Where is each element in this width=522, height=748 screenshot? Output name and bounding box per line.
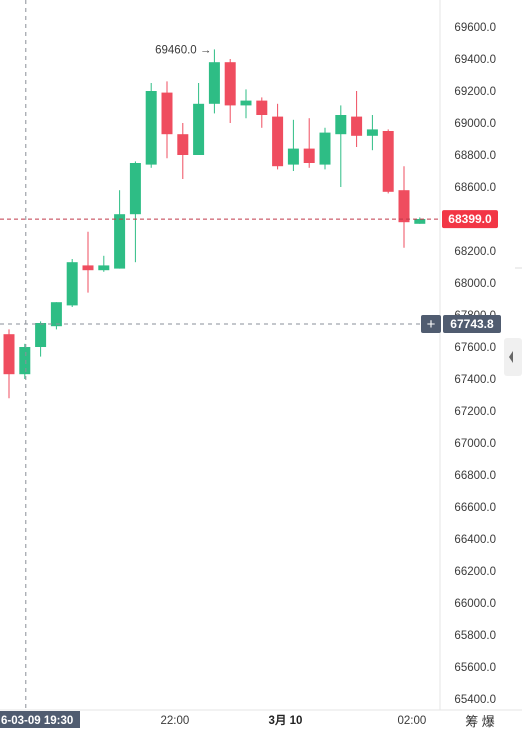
- candle-body[interactable]: [272, 116, 284, 167]
- candle-body[interactable]: [351, 116, 363, 136]
- y-tick-label: 67200.0: [454, 406, 496, 418]
- candle-body[interactable]: [382, 131, 394, 192]
- candle-body[interactable]: [224, 62, 236, 106]
- candle-body[interactable]: [414, 219, 426, 224]
- candle-body[interactable]: [208, 62, 220, 104]
- y-tick-label: 68600.0: [454, 182, 496, 194]
- x-tick-label: 22:00: [161, 715, 190, 727]
- crosshair-time-label: 6-03-09 19:30: [1, 715, 73, 727]
- candle-body[interactable]: [82, 265, 94, 271]
- candle-body[interactable]: [161, 92, 173, 135]
- candle-body[interactable]: [287, 148, 299, 165]
- y-tick-label: 68800.0: [454, 150, 496, 162]
- candle-body[interactable]: [177, 134, 189, 155]
- y-tick-label: 67600.0: [454, 342, 496, 354]
- y-tick-label: 67000.0: [454, 438, 496, 450]
- candles-layer: [3, 49, 426, 399]
- candle-body[interactable]: [193, 103, 205, 155]
- last-price-badge: [442, 210, 498, 229]
- candle-body[interactable]: [398, 190, 410, 223]
- candle-body[interactable]: [256, 100, 268, 115]
- chevron-left-icon: [509, 351, 513, 363]
- y-tick-label: 68000.0: [454, 278, 496, 290]
- candle-body[interactable]: [240, 100, 252, 106]
- candle-body[interactable]: [66, 262, 78, 306]
- grid-layer: [0, 0, 522, 711]
- candle-body[interactable]: [366, 129, 378, 136]
- candle-body[interactable]: [35, 323, 47, 347]
- y-tick-label: 66800.0: [454, 470, 496, 482]
- x-axis: 22:00 3月 10 02:00: [161, 714, 427, 727]
- candle-body[interactable]: [19, 347, 31, 375]
- y-tick-label: 68200.0: [454, 246, 496, 258]
- add-alert-button[interactable]: [421, 314, 441, 333]
- max-price-annotation: 69460.0 →: [155, 44, 211, 56]
- crosshair-price-badge: [443, 314, 501, 333]
- corner-text[interactable]: 筹 爆: [465, 714, 495, 729]
- y-tick-label: 65800.0: [454, 630, 496, 642]
- crosshair-price-label: 67743.8: [450, 317, 494, 331]
- y-tick-label: 66200.0: [454, 566, 496, 578]
- y-tick-label: 66400.0: [454, 534, 496, 546]
- y-tick-label: 65600.0: [454, 662, 496, 674]
- x-tick-label: 02:00: [398, 715, 427, 727]
- y-tick-label: 69400.0: [454, 54, 496, 66]
- last-price-label: 68399.0: [448, 212, 492, 226]
- y-tick-label: 65400.0: [454, 694, 496, 706]
- candle-body[interactable]: [129, 163, 141, 215]
- y-axis: 69600.0 69400.0 69200.0 69000.0 68800.0 68600…: [454, 22, 496, 706]
- y-tick-label: 69600.0: [454, 22, 496, 34]
- candle-body[interactable]: [335, 115, 347, 135]
- candle-body[interactable]: [50, 302, 62, 327]
- plus-icon: +: [427, 316, 436, 333]
- y-tick-label: 67400.0: [454, 374, 496, 386]
- candle-body[interactable]: [98, 265, 110, 271]
- price-lines-layer: [0, 0, 440, 712]
- price-labels-layer: 69460.0 → 68399.0 + 67743.8 6-03-09 19:30 筹 爆: [0, 44, 501, 729]
- y-tick-label: 66000.0: [454, 598, 496, 610]
- y-tick-label: 66600.0: [454, 502, 496, 514]
- y-tick-label: 69200.0: [454, 86, 496, 98]
- candle-body[interactable]: [145, 91, 157, 165]
- candle-body[interactable]: [3, 334, 15, 375]
- y-tick-label: 69000.0: [454, 118, 496, 130]
- crosshair-time-badge: [0, 711, 80, 728]
- x-tick-label: 3月 10: [269, 714, 303, 727]
- candle-body[interactable]: [303, 148, 315, 163]
- candle-body[interactable]: [114, 214, 126, 269]
- candle-body[interactable]: [319, 132, 331, 165]
